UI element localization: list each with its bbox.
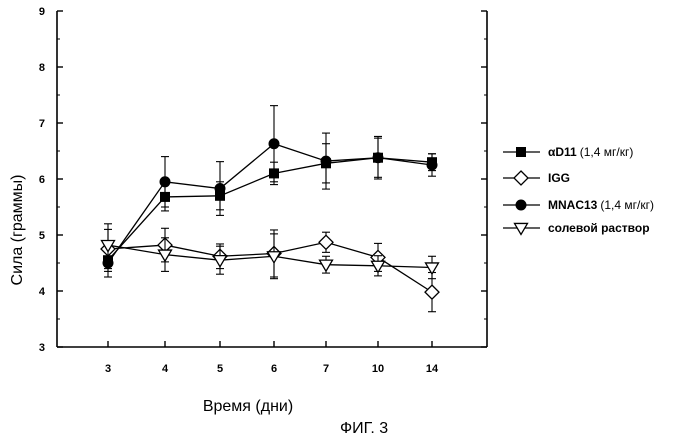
circle-marker xyxy=(427,160,437,170)
triangle-down-marker xyxy=(426,263,439,274)
legend-label-note: (1,4 мг/кг) xyxy=(580,145,634,159)
y-tick-label: 3 xyxy=(39,342,45,354)
axes xyxy=(57,11,487,347)
plot-area xyxy=(101,106,439,312)
x-tick-label: 6 xyxy=(271,363,277,375)
legend-label: MNAC13(1,4 мг/кг) xyxy=(548,198,654,212)
diamond-marker xyxy=(319,235,333,249)
x-ticks: 3 4 5 6 7 10 14 xyxy=(105,341,439,375)
circle-marker xyxy=(516,200,526,210)
y-ticks: 3 4 5 6 7 8 9 xyxy=(39,6,487,354)
series-2 xyxy=(101,228,439,311)
circle-marker xyxy=(269,139,279,149)
legend-label: αD11(1,4 мг/кг) xyxy=(548,145,633,159)
legend: αD11(1,4 мг/кг) IGG MNAC13(1,4 мг/кг) солев… xyxy=(503,145,654,235)
x-tick-label: 3 xyxy=(105,363,111,375)
figure-caption: ФИГ. 3 xyxy=(340,420,388,437)
x-tick-label: 7 xyxy=(323,363,329,375)
y-tick-label: 5 xyxy=(39,230,45,242)
y-tick-label: 7 xyxy=(39,118,45,130)
y-tick-label: 6 xyxy=(39,174,45,186)
legend-label: солевой раствор xyxy=(548,221,650,235)
x-axis-title: Время (дни) xyxy=(203,398,293,415)
circle-marker xyxy=(373,153,383,163)
x-tick-label: 14 xyxy=(426,363,439,375)
triangle-down-marker xyxy=(515,223,528,234)
triangle-down-marker xyxy=(372,261,385,272)
y-tick-label: 4 xyxy=(39,286,46,298)
y-tick-label: 9 xyxy=(39,6,45,18)
legend-label-note: (1,4 мг/кг) xyxy=(600,198,654,212)
y-axis-title: Сила (граммы) xyxy=(9,175,26,286)
circle-marker xyxy=(215,184,225,194)
legend-entry: солевой раствор xyxy=(503,221,650,235)
circle-marker xyxy=(160,177,170,187)
circle-marker xyxy=(321,156,331,166)
triangle-down-marker xyxy=(214,256,227,267)
x-tick-label: 5 xyxy=(217,363,223,375)
x-tick-label: 10 xyxy=(372,363,384,375)
legend-entry: αD11(1,4 мг/кг) xyxy=(503,145,633,159)
square-marker xyxy=(517,148,526,157)
legend-label: IGG xyxy=(548,171,570,185)
series-4 xyxy=(102,224,439,279)
x-tick-label: 4 xyxy=(162,363,169,375)
legend-entry: IGG xyxy=(503,171,570,185)
triangle-down-marker xyxy=(320,260,333,271)
legend-entry: MNAC13(1,4 мг/кг) xyxy=(503,198,654,212)
diamond-marker xyxy=(514,171,528,185)
y-tick-label: 8 xyxy=(39,62,45,74)
diamond-marker xyxy=(425,285,439,299)
